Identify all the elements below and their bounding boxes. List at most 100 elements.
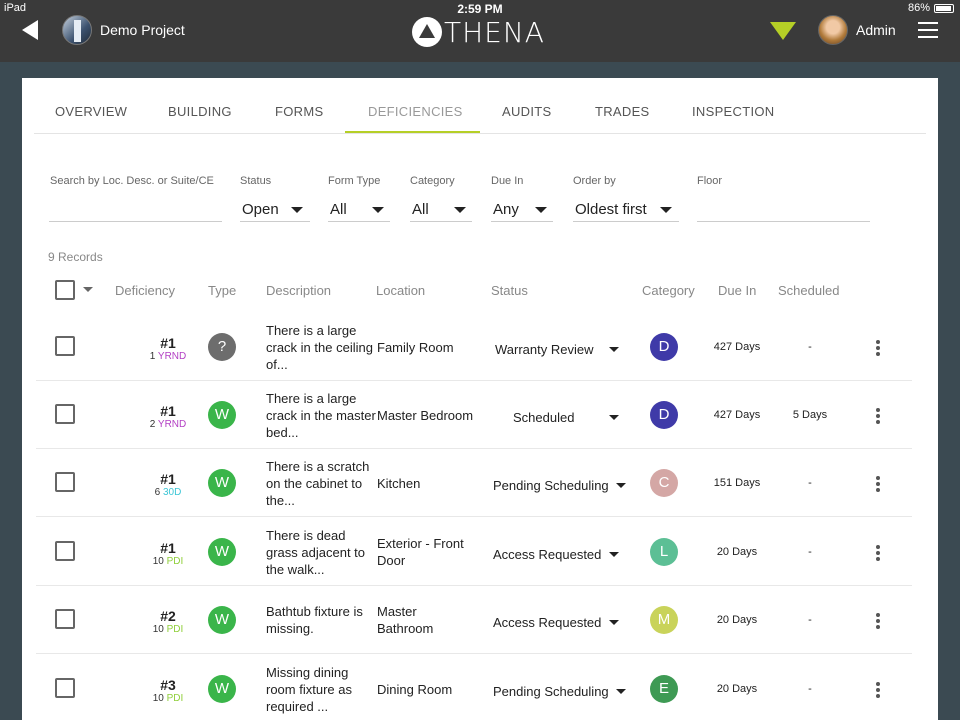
status-dropdown[interactable]: Access Requested — [493, 547, 602, 562]
form-unit-number: 6 — [154, 487, 161, 498]
category-filter-value: All — [412, 201, 429, 218]
status-dropdown[interactable]: Pending Scheduling — [493, 684, 609, 699]
category-badge: M — [650, 606, 678, 634]
form-code: PDI — [166, 624, 184, 635]
col-header-location[interactable]: Location — [376, 283, 426, 298]
row-checkbox[interactable] — [55, 336, 75, 356]
bulk-actions-dropdown-icon[interactable] — [83, 287, 93, 292]
more-options-icon[interactable] — [876, 545, 880, 561]
battery-icon — [934, 3, 954, 13]
chevron-down-icon — [291, 207, 303, 213]
athena-logo: THENA — [412, 16, 545, 49]
status-dropdown[interactable]: Access Requested — [493, 615, 602, 630]
location-cell: Family Room — [377, 340, 454, 355]
location-cell: Kitchen — [377, 476, 421, 491]
tab-audits[interactable]: AUDITS — [502, 104, 552, 119]
chevron-down-icon — [454, 207, 466, 213]
table-row[interactable]: #1 2 YRND W There is a large crack in th… — [36, 381, 912, 449]
battery-percent: 86% — [907, 2, 930, 14]
col-header-scheduled[interactable]: Scheduled — [778, 283, 840, 298]
status-filter-label: Status — [240, 175, 272, 187]
table-row[interactable]: #1 10 PDI W There is dead grass adjacent… — [36, 518, 912, 586]
project-tabs: OVERVIEW BUILDING FORMS DEFICIENCIES AUD… — [34, 78, 926, 134]
form-unit-number: 1 — [149, 351, 156, 362]
col-header-due-in[interactable]: Due In — [718, 283, 757, 298]
scheduled-cell: - — [808, 477, 812, 489]
tab-deficiencies[interactable]: DEFICIENCIES — [368, 104, 463, 119]
type-badge: W — [208, 538, 236, 566]
location-cell: Master Bedroom — [377, 408, 474, 423]
status-dropdown[interactable]: Warranty Review — [495, 342, 594, 357]
deficiencies-card: OVERVIEW BUILDING FORMS DEFICIENCIES AUD… — [22, 78, 938, 720]
deficiency-form-ref: 10 PDI — [136, 556, 200, 567]
table-row[interactable]: #1 6 30D W There is a scratch on the cab… — [36, 449, 912, 517]
more-options-icon[interactable] — [876, 340, 880, 356]
type-badge: W — [208, 469, 236, 497]
chevron-down-icon[interactable] — [616, 483, 626, 488]
location-cell: Dining Room — [377, 682, 453, 697]
col-header-category[interactable]: Category — [642, 283, 695, 298]
duein-filter-select[interactable]: Any — [491, 196, 553, 222]
row-checkbox[interactable] — [55, 404, 75, 424]
ios-status-bar: iPad 2:59 PM 86% — [0, 0, 960, 16]
col-header-description[interactable]: Description — [266, 283, 332, 298]
floor-input[interactable] — [697, 196, 870, 222]
chevron-down-icon — [535, 207, 547, 213]
chevron-down-icon[interactable] — [609, 552, 619, 557]
row-checkbox[interactable] — [55, 472, 75, 492]
formtype-filter-label: Form Type — [328, 175, 381, 187]
col-header-status[interactable]: Status — [491, 283, 528, 298]
orderby-filter-select[interactable]: Oldest first — [573, 196, 679, 222]
form-unit-number: 10 — [152, 624, 164, 635]
type-badge: ? — [208, 333, 236, 361]
back-arrow-icon[interactable] — [22, 20, 38, 40]
tab-forms[interactable]: FORMS — [275, 104, 324, 119]
more-options-icon[interactable] — [876, 476, 880, 492]
formtype-filter-select[interactable]: All — [328, 196, 390, 222]
records-count: 9 Records — [48, 250, 103, 264]
status-dropdown[interactable]: Scheduled — [513, 410, 575, 425]
row-checkbox[interactable] — [55, 678, 75, 698]
floor-filter-label: Floor — [697, 175, 723, 187]
category-badge: D — [650, 401, 678, 429]
status-dropdown[interactable]: Pending Scheduling — [493, 478, 609, 493]
chevron-down-icon[interactable] — [616, 689, 626, 694]
category-filter-select[interactable]: All — [410, 196, 472, 222]
search-input[interactable] — [49, 196, 222, 222]
description-cell: There is a scratch on the cabinet to the… — [266, 459, 370, 508]
table-row[interactable]: #3 10 PDI W Missing dining room fixture … — [36, 655, 912, 720]
due-in-cell: 20 Days — [716, 614, 758, 626]
project-name[interactable]: Demo Project — [100, 22, 185, 38]
deficiency-form-ref: 6 30D — [136, 487, 200, 498]
tab-overview[interactable]: OVERVIEW — [55, 104, 128, 119]
form-code: YRND — [157, 351, 187, 362]
more-options-icon[interactable] — [876, 408, 880, 424]
row-checkbox[interactable] — [55, 609, 75, 629]
more-options-icon[interactable] — [876, 682, 880, 698]
chevron-down-icon[interactable] — [609, 620, 619, 625]
form-code: PDI — [166, 693, 184, 704]
col-header-type[interactable]: Type — [208, 283, 237, 298]
hamburger-menu-icon[interactable] — [918, 22, 938, 38]
table-row[interactable]: #1 1 YRND ? There is a large crack in th… — [36, 313, 912, 381]
tab-trades[interactable]: TRADES — [595, 104, 650, 119]
row-checkbox[interactable] — [55, 541, 75, 561]
chevron-down-icon — [660, 207, 672, 213]
user-name[interactable]: Admin — [856, 22, 896, 38]
form-unit-number: 2 — [149, 419, 156, 430]
tab-building[interactable]: BUILDING — [168, 104, 232, 119]
type-badge: W — [208, 401, 236, 429]
description-cell: Missing dining room fixture as required … — [266, 665, 352, 714]
form-code: 30D — [162, 487, 182, 498]
tab-inspection[interactable]: INSPECTION — [692, 104, 775, 119]
col-header-deficiency[interactable]: Deficiency — [115, 283, 175, 298]
table-row[interactable]: #2 10 PDI W Bathtub fixture is missing. … — [36, 586, 912, 654]
chevron-down-icon[interactable] — [609, 415, 619, 420]
category-badge: D — [650, 333, 678, 361]
user-avatar[interactable] — [818, 15, 848, 45]
status-filter-select[interactable]: Open — [240, 196, 310, 222]
chevron-down-icon[interactable] — [609, 347, 619, 352]
select-all-checkbox[interactable] — [55, 280, 75, 300]
status-filter-value: Open — [242, 201, 279, 218]
more-options-icon[interactable] — [876, 613, 880, 629]
